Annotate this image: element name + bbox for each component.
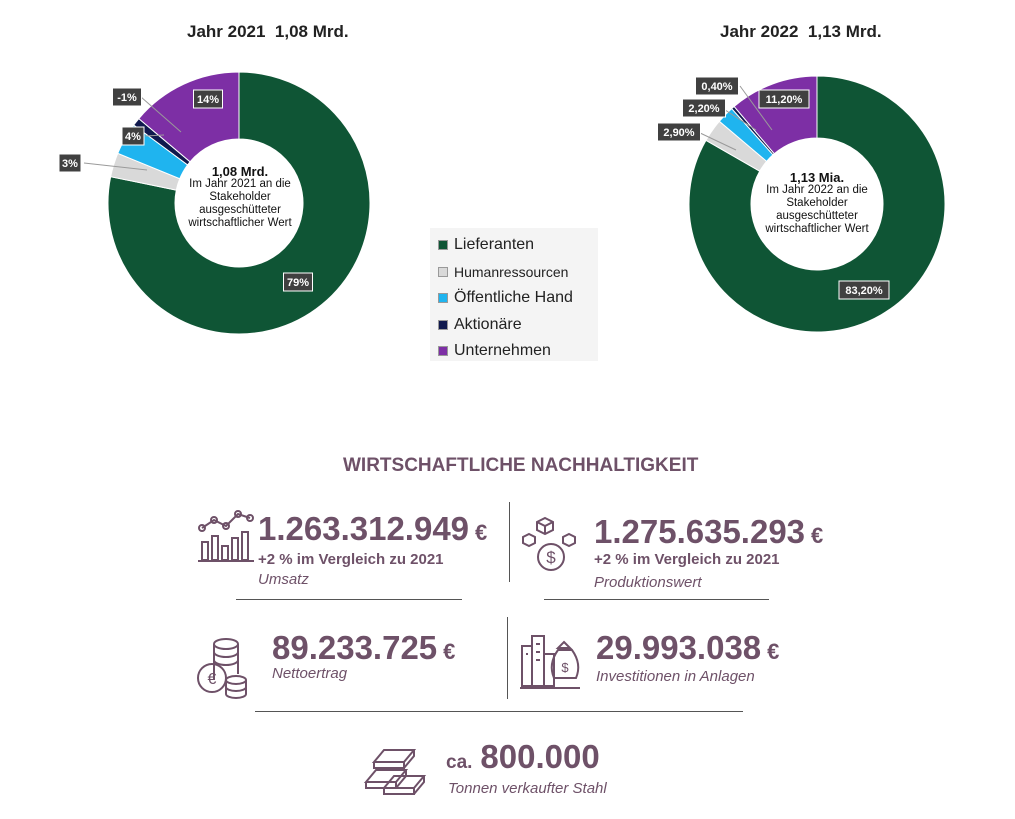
donut-slice-aktionäre [133,117,191,166]
legend-swatch [438,346,448,357]
kpi-umsatz-value: 1.263.312.949 € [258,510,488,547]
chart-title-2022: Jahr 2022 1,13 Mrd. [720,22,882,41]
kpi-nettoertrag-label: Nettoertrag [272,665,348,682]
donut-slice-humanressourcen [705,120,768,172]
legend-label: Unternehmen [454,342,551,360]
leader-line [697,131,737,151]
donut-slice-aktionäre [730,105,775,156]
svg-text:14%: 14% [197,94,219,106]
legend-item-aktionaere: Aktionäre [438,312,590,339]
divider [507,617,508,699]
svg-text:-1%: -1% [117,92,137,104]
kpi-umsatz-label: Umsatz [258,571,309,588]
cubes-money-icon: $ [522,514,582,579]
legend-item-oeffentliche-hand: Öffentliche Hand [438,285,590,312]
data-label: 4% [121,126,145,146]
svg-text:4%: 4% [125,131,141,143]
section-title: WIRTSCHAFTLICHE NACHHALTIGKEIT [343,455,699,476]
divider [509,502,510,582]
kpi-stahl-label: Tonnen verkaufter Stahl [448,780,607,797]
chart-title-2021: Jahr 2021 1,08 Mrd. [187,22,349,41]
steel-bars-icon [363,744,428,803]
donut-slice-unternehmen [733,75,818,155]
donut-center-2021: 1,08 Mrd. Im Jahr 2021 an die Stakeholde… [170,165,310,230]
svg-text:€: € [208,671,217,688]
data-label: 79% [283,272,313,292]
svg-text:79%: 79% [287,277,309,289]
leader-line [83,162,148,171]
kpi-stahl-value: ca. 800.000 [446,738,600,775]
svg-text:11,20%: 11,20% [766,94,803,106]
donut-center-title: 1,13 Mia. [789,170,845,185]
coins-icon: € [196,636,250,707]
divider [236,599,462,600]
legend-item-unternehmen: Unternehmen [438,338,590,365]
svg-text:3%: 3% [62,158,78,170]
divider [255,711,743,712]
legend-label: Aktionäre [454,315,522,333]
donut-center-title: 1,08 Mrd. [211,164,269,179]
leader-line [140,96,182,133]
donut-slice-öffentliche-hand [718,107,774,163]
svg-text:$: $ [561,660,569,675]
kpi-nettoertrag-value: 89.233.725 € [272,629,456,666]
legend-item-lieferanten: Lieferanten [438,232,590,259]
legend-label: Humanressourcen [454,263,569,280]
donut-center-2022: 1,13 Mia. Im Jahr 2022 an die Stakeholde… [747,171,887,236]
svg-text:$: $ [546,548,556,567]
data-label: 3% [58,153,82,173]
kpi-produktionswert-value: 1.275.635.293 € [594,513,824,550]
svg-text:0,40%: 0,40% [701,81,732,93]
data-label: 0,40% [695,76,739,96]
chart-legend: Lieferanten Humanressourcen Öffentliche … [430,228,598,361]
legend-swatch [438,266,448,277]
svg-text:2,90%: 2,90% [663,127,694,139]
city-moneybag-icon: $ [520,632,580,697]
kpi-investitionen-value: 29.993.038 € [596,629,780,666]
legend-swatch [438,293,448,304]
data-label: 2,20% [682,98,726,118]
legend-item-humanressourcen: Humanressourcen [438,259,590,286]
data-label: 14% [193,89,223,109]
data-label: 83,20% [838,280,890,300]
legend-label: Öffentliche Hand [454,289,573,307]
kpi-investitionen-label: Investitionen in Anlagen [596,668,755,685]
leader-line [739,85,773,131]
leader-line [721,107,757,131]
legend-swatch [438,240,448,251]
leader-line [144,134,165,137]
legend-swatch [438,319,448,330]
chart-growth-icon [198,506,254,567]
donut-center-caption: Im Jahr 2021 an die Stakeholder ausgesch… [188,178,292,229]
kpi-umsatz-change: +2 % im Vergleich zu 2021 [258,551,444,568]
svg-text:2,20%: 2,20% [688,103,719,115]
data-label: 11,20% [758,89,810,109]
donut-center-caption: Im Jahr 2022 an die Stakeholder ausgesch… [765,184,869,235]
svg-text:83,20%: 83,20% [845,285,883,297]
legend-label: Lieferanten [454,236,535,254]
donut-slice-unternehmen [138,71,240,163]
kpi-produktionswert-change: +2 % im Vergleich zu 2021 [594,551,780,568]
data-label: -1% [112,87,142,107]
divider [544,599,769,600]
data-label: 2,90% [657,122,701,142]
kpi-produktionswert-label: Produktionswert [594,574,702,591]
